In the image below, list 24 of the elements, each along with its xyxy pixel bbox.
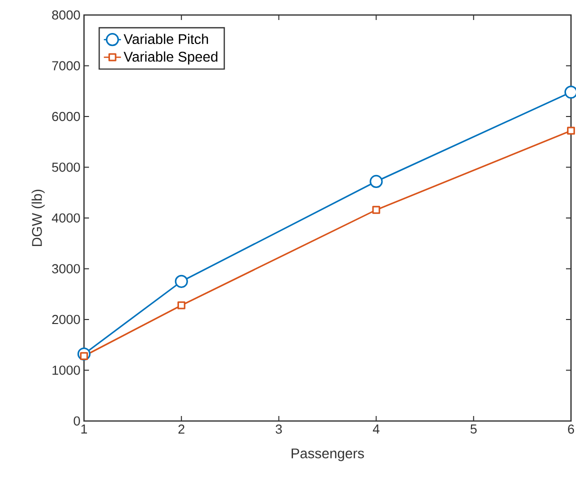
x-tick-label: 1	[81, 424, 87, 434]
x-tick-label: 3	[276, 424, 282, 434]
y-tick-label: 2000	[52, 314, 80, 324]
x-tick-label: 6	[568, 424, 574, 434]
y-axis-title: DGW (lb)	[32, 190, 45, 246]
point	[567, 126, 575, 135]
point	[370, 174, 383, 188]
y-tick-label: 3000	[52, 264, 80, 274]
legend-label: Variable Speed	[124, 51, 218, 64]
y-tick-label: 8000	[52, 10, 80, 20]
point	[372, 206, 380, 214]
y-tick-label: 5000	[52, 162, 80, 172]
legend-label: Variable Pitch	[124, 34, 208, 44]
point	[177, 301, 186, 310]
x-tick-label: 4	[372, 424, 380, 434]
y-tick-label: 0	[74, 416, 80, 426]
x-tick-label: 5	[470, 424, 477, 434]
y-tick-label: 7000	[52, 61, 80, 70]
y-tick-label: 6000	[52, 112, 80, 122]
x-axis-title: Passengers	[292, 448, 364, 462]
y-tick-label: 4000	[52, 213, 80, 223]
y-tick-label: 1000	[52, 366, 80, 375]
point	[174, 274, 188, 288]
x-tick-label: 2	[178, 424, 184, 434]
